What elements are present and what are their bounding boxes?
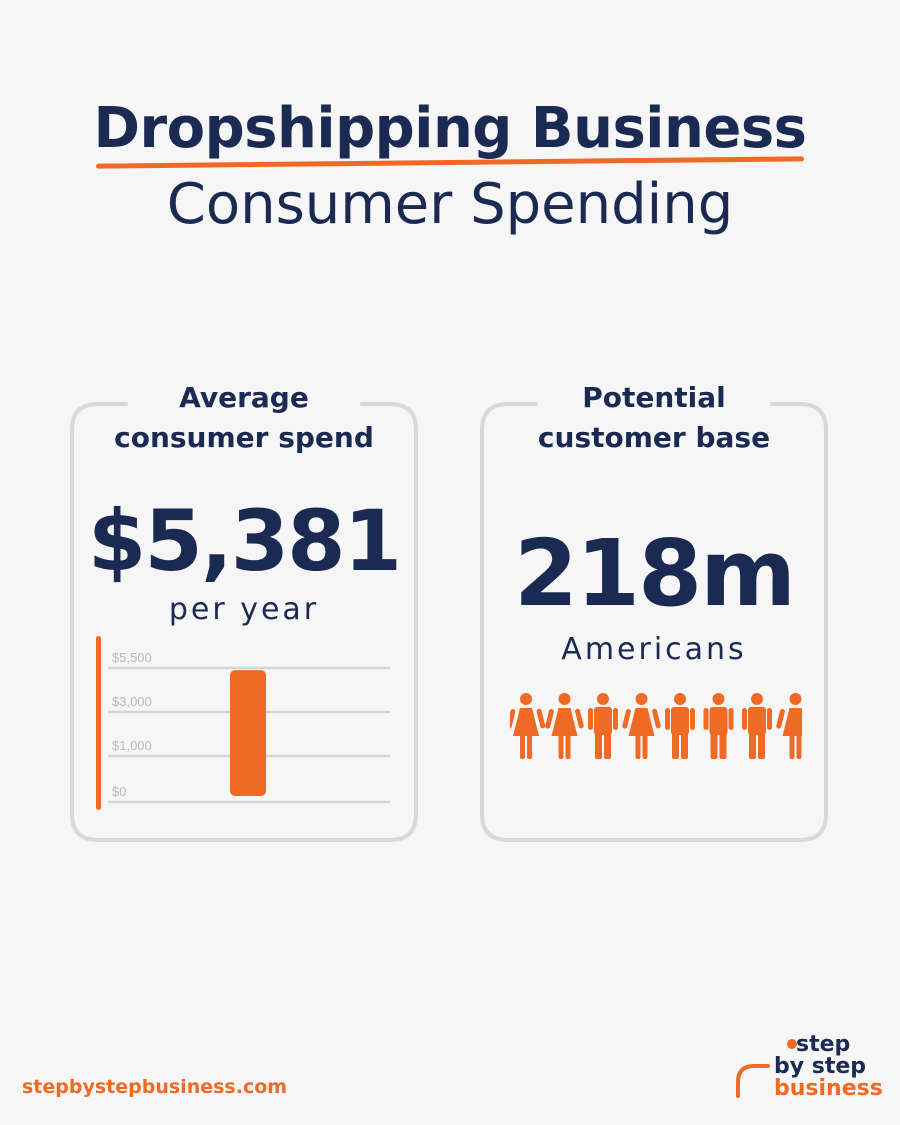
average-spend-card: Average consumer spend $5,381 per year $… [70, 381, 418, 842]
bar [230, 670, 266, 796]
logo-text-by-step: by step [774, 1054, 867, 1079]
card-title-line2: customer base [537, 421, 771, 454]
spend-value: $5,381 [87, 492, 402, 590]
tick-label: $0 [112, 784, 126, 799]
card-title: Potential customer base [480, 378, 828, 458]
logo-mark [736, 1039, 797, 1098]
male-icon [588, 693, 618, 759]
male-icon [703, 693, 734, 759]
tick-label: $1,000 [112, 738, 152, 753]
female-icon [545, 693, 584, 759]
spend-bar-chart: $0 $1,000 $3,000 $5,500 [96, 636, 390, 810]
tick-label: $5,500 [112, 650, 152, 665]
page-title: Dropshipping Business [93, 96, 807, 161]
customer-base-caption: Americans [561, 632, 747, 667]
male-icon [665, 693, 695, 759]
male-icon [742, 693, 772, 759]
footer-url[interactable]: stepbystepbusiness.com [22, 1076, 288, 1098]
customer-base-value: 218m [514, 520, 796, 627]
spend-caption: per year [168, 592, 320, 627]
card-title-line1: Potential [582, 381, 726, 414]
female-icon [510, 693, 546, 759]
chart-accent-bar [96, 636, 101, 810]
brand-logo: step by step business [734, 1030, 883, 1102]
card-frame [70, 402, 418, 842]
people-icons-row [510, 693, 802, 759]
card-title-line1: Average [179, 381, 309, 414]
female-icon [622, 693, 661, 759]
card-title-line2: consumer spend [114, 421, 374, 454]
customer-base-card: Potential customer base 218m Americans [480, 381, 828, 842]
tick-label: $3,000 [112, 694, 152, 709]
page-subtitle: Consumer Spending [166, 172, 734, 237]
logo-text-business: business [774, 1076, 883, 1101]
card-frame [480, 402, 828, 842]
card-title: Average consumer spend [70, 378, 418, 458]
female-icon [776, 693, 802, 759]
logo-text-step: step [796, 1032, 851, 1057]
